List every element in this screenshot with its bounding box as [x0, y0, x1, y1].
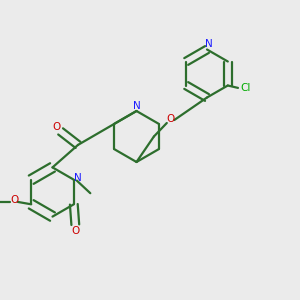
Text: N: N — [205, 39, 212, 49]
Text: N: N — [74, 173, 82, 183]
Text: O: O — [10, 195, 18, 206]
Text: N: N — [133, 101, 140, 111]
Text: O: O — [71, 226, 80, 236]
Text: O: O — [167, 114, 175, 124]
Text: O: O — [52, 122, 61, 133]
Text: Cl: Cl — [241, 83, 251, 93]
